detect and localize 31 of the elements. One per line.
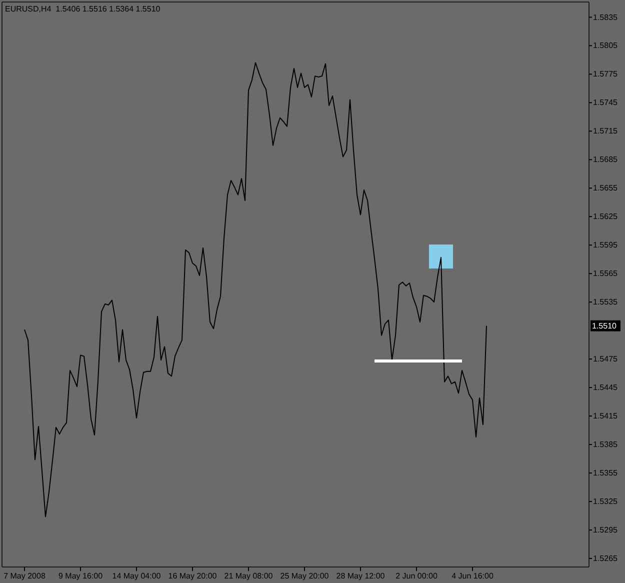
y-tick-label: 1.5595 (593, 240, 618, 250)
line-series (24, 62, 487, 518)
text: 1.5510 (592, 322, 618, 331)
y-tick-label: 1.5685 (593, 155, 618, 164)
y-tick-label: 1.5415 (593, 412, 618, 421)
y-tick-label: 1.5835 (593, 12, 618, 22)
x-tick-label: 21 May 08:00 (224, 572, 274, 581)
x-tick-label: 7 May 2008 (4, 572, 46, 581)
y-tick-label: 1.5805 (593, 41, 618, 50)
x-tick-label: 25 May 20:00 (280, 572, 330, 581)
chart-title: EURUSD,H4 1.5406 1.5516 1.5364 1.5510 (5, 4, 161, 14)
y-tick-label: 1.5295 (593, 526, 618, 535)
x-tick-label: 14 May 04:00 (112, 572, 162, 581)
y-tick-label: 1.5745 (593, 98, 618, 108)
y-tick-label: 1.5625 (593, 212, 618, 222)
y-tick-label: 1.5325 (593, 497, 618, 506)
x-tick-label: 4 Jun 16:00 (452, 572, 494, 581)
y-tick-label: 1.5535 (593, 298, 618, 307)
x-tick-label: 16 May 20:00 (168, 572, 218, 581)
y-tick-label: 1.5265 (593, 554, 618, 564)
y-tick-label: 1.5385 (593, 440, 618, 450)
y-tick-label: 1.5475 (593, 354, 618, 364)
y-tick-label: 1.5775 (593, 70, 618, 79)
y-tick-label: 1.5715 (593, 126, 618, 136)
y-tick-label: 1.5565 (593, 269, 618, 278)
x-tick-label: 28 May 12:00 (336, 572, 386, 581)
y-tick-label: 1.5655 (593, 184, 618, 193)
x-tick-label: 2 Jun 00:00 (396, 572, 438, 581)
y-tick-label: 1.5355 (593, 468, 618, 478)
y-tick-label: 1.5445 (593, 383, 618, 392)
x-tick-label: 9 May 16:00 (58, 572, 104, 581)
